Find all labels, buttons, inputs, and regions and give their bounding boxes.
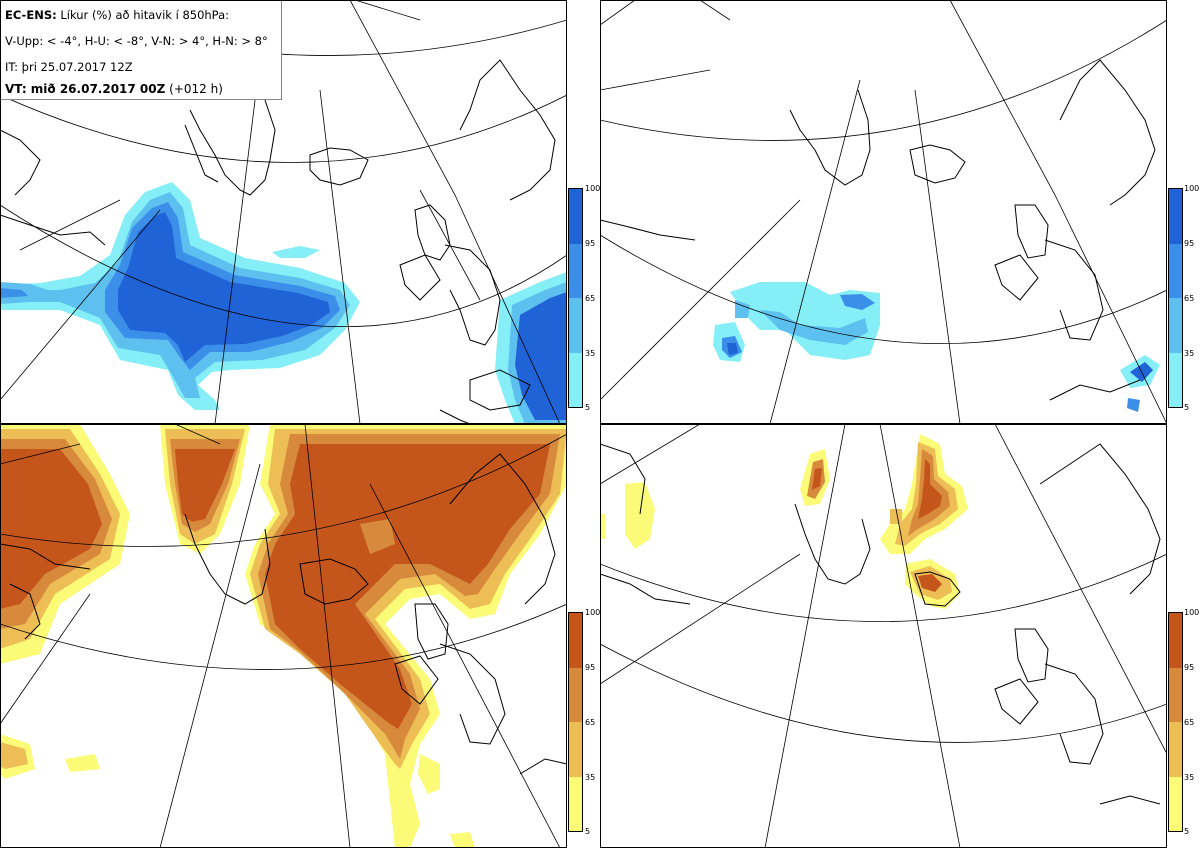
colorbar-tick-label: 5 — [1184, 827, 1190, 836]
graticule — [600, 424, 1167, 848]
coastlines — [600, 59, 1156, 401]
colorbar-tick-label: 95 — [585, 663, 596, 672]
colorbar-top-left — [568, 188, 583, 408]
colorbar-tick-label: 100 — [1184, 184, 1200, 193]
probability-field — [0, 424, 567, 848]
colorbar-tick-label: 5 — [585, 403, 591, 412]
colorbar-bottom-left — [568, 612, 583, 832]
probability-field — [713, 282, 1160, 412]
colorbar-tick-label: 100 — [585, 184, 601, 193]
colorbar-tick-label: 5 — [1184, 403, 1190, 412]
map-panel-bottom-left — [0, 424, 567, 848]
legend-box: EC-ENS: Líkur (%) að hitavik í 850hPa: V… — [0, 0, 282, 100]
legend-valid-time: VT: mið 26.07.2017 00Z (+012 h) — [5, 82, 223, 96]
coastlines — [0, 453, 567, 775]
colorbar-tick-label: 95 — [1184, 239, 1195, 248]
map-svg — [600, 424, 1167, 848]
map-svg — [0, 424, 567, 848]
colorbar-tick-label: 95 — [585, 239, 596, 248]
colorbar-tick-label: 65 — [1184, 294, 1195, 303]
colorbar-tick-label: 100 — [1184, 608, 1200, 617]
map-svg — [0, 0, 567, 424]
colorbar-tick-label: 65 — [585, 294, 596, 303]
colorbar-tick-label: 65 — [1184, 718, 1195, 727]
colorbar-tick-label: 35 — [585, 773, 596, 782]
coastlines — [600, 443, 1161, 805]
coastlines — [0, 59, 556, 424]
map-panel-bottom-right — [600, 424, 1167, 848]
graticule — [0, 424, 567, 848]
graticule — [600, 0, 1167, 424]
map-svg — [600, 0, 1167, 424]
map-panel-top-right — [600, 0, 1167, 424]
legend-title: EC-ENS: Líkur (%) að hitavik í 850hPa: — [5, 8, 230, 22]
probability-field — [0, 182, 567, 424]
map-panel-top-left: EC-ENS: Líkur (%) að hitavik í 850hPa: V… — [0, 0, 567, 424]
legend-init-time: IT: þri 25.07.2017 12Z — [5, 60, 133, 74]
colorbar-tick-label: 35 — [585, 349, 596, 358]
colorbar-tick-label: 35 — [1184, 773, 1195, 782]
colorbar-tick-label: 35 — [1184, 349, 1195, 358]
colorbar-tick-label: 100 — [585, 608, 601, 617]
colorbar-tick-label: 65 — [585, 718, 596, 727]
colorbar-bottom-right — [1168, 612, 1183, 832]
probability-field — [600, 434, 968, 609]
colorbar-top-right — [1168, 188, 1183, 408]
colorbar-tick-label: 5 — [585, 827, 591, 836]
colorbar-tick-label: 95 — [1184, 663, 1195, 672]
legend-thresholds: V-Upp: < -4°, H-U: < -8°, V-N: > 4°, H-N… — [5, 34, 268, 48]
